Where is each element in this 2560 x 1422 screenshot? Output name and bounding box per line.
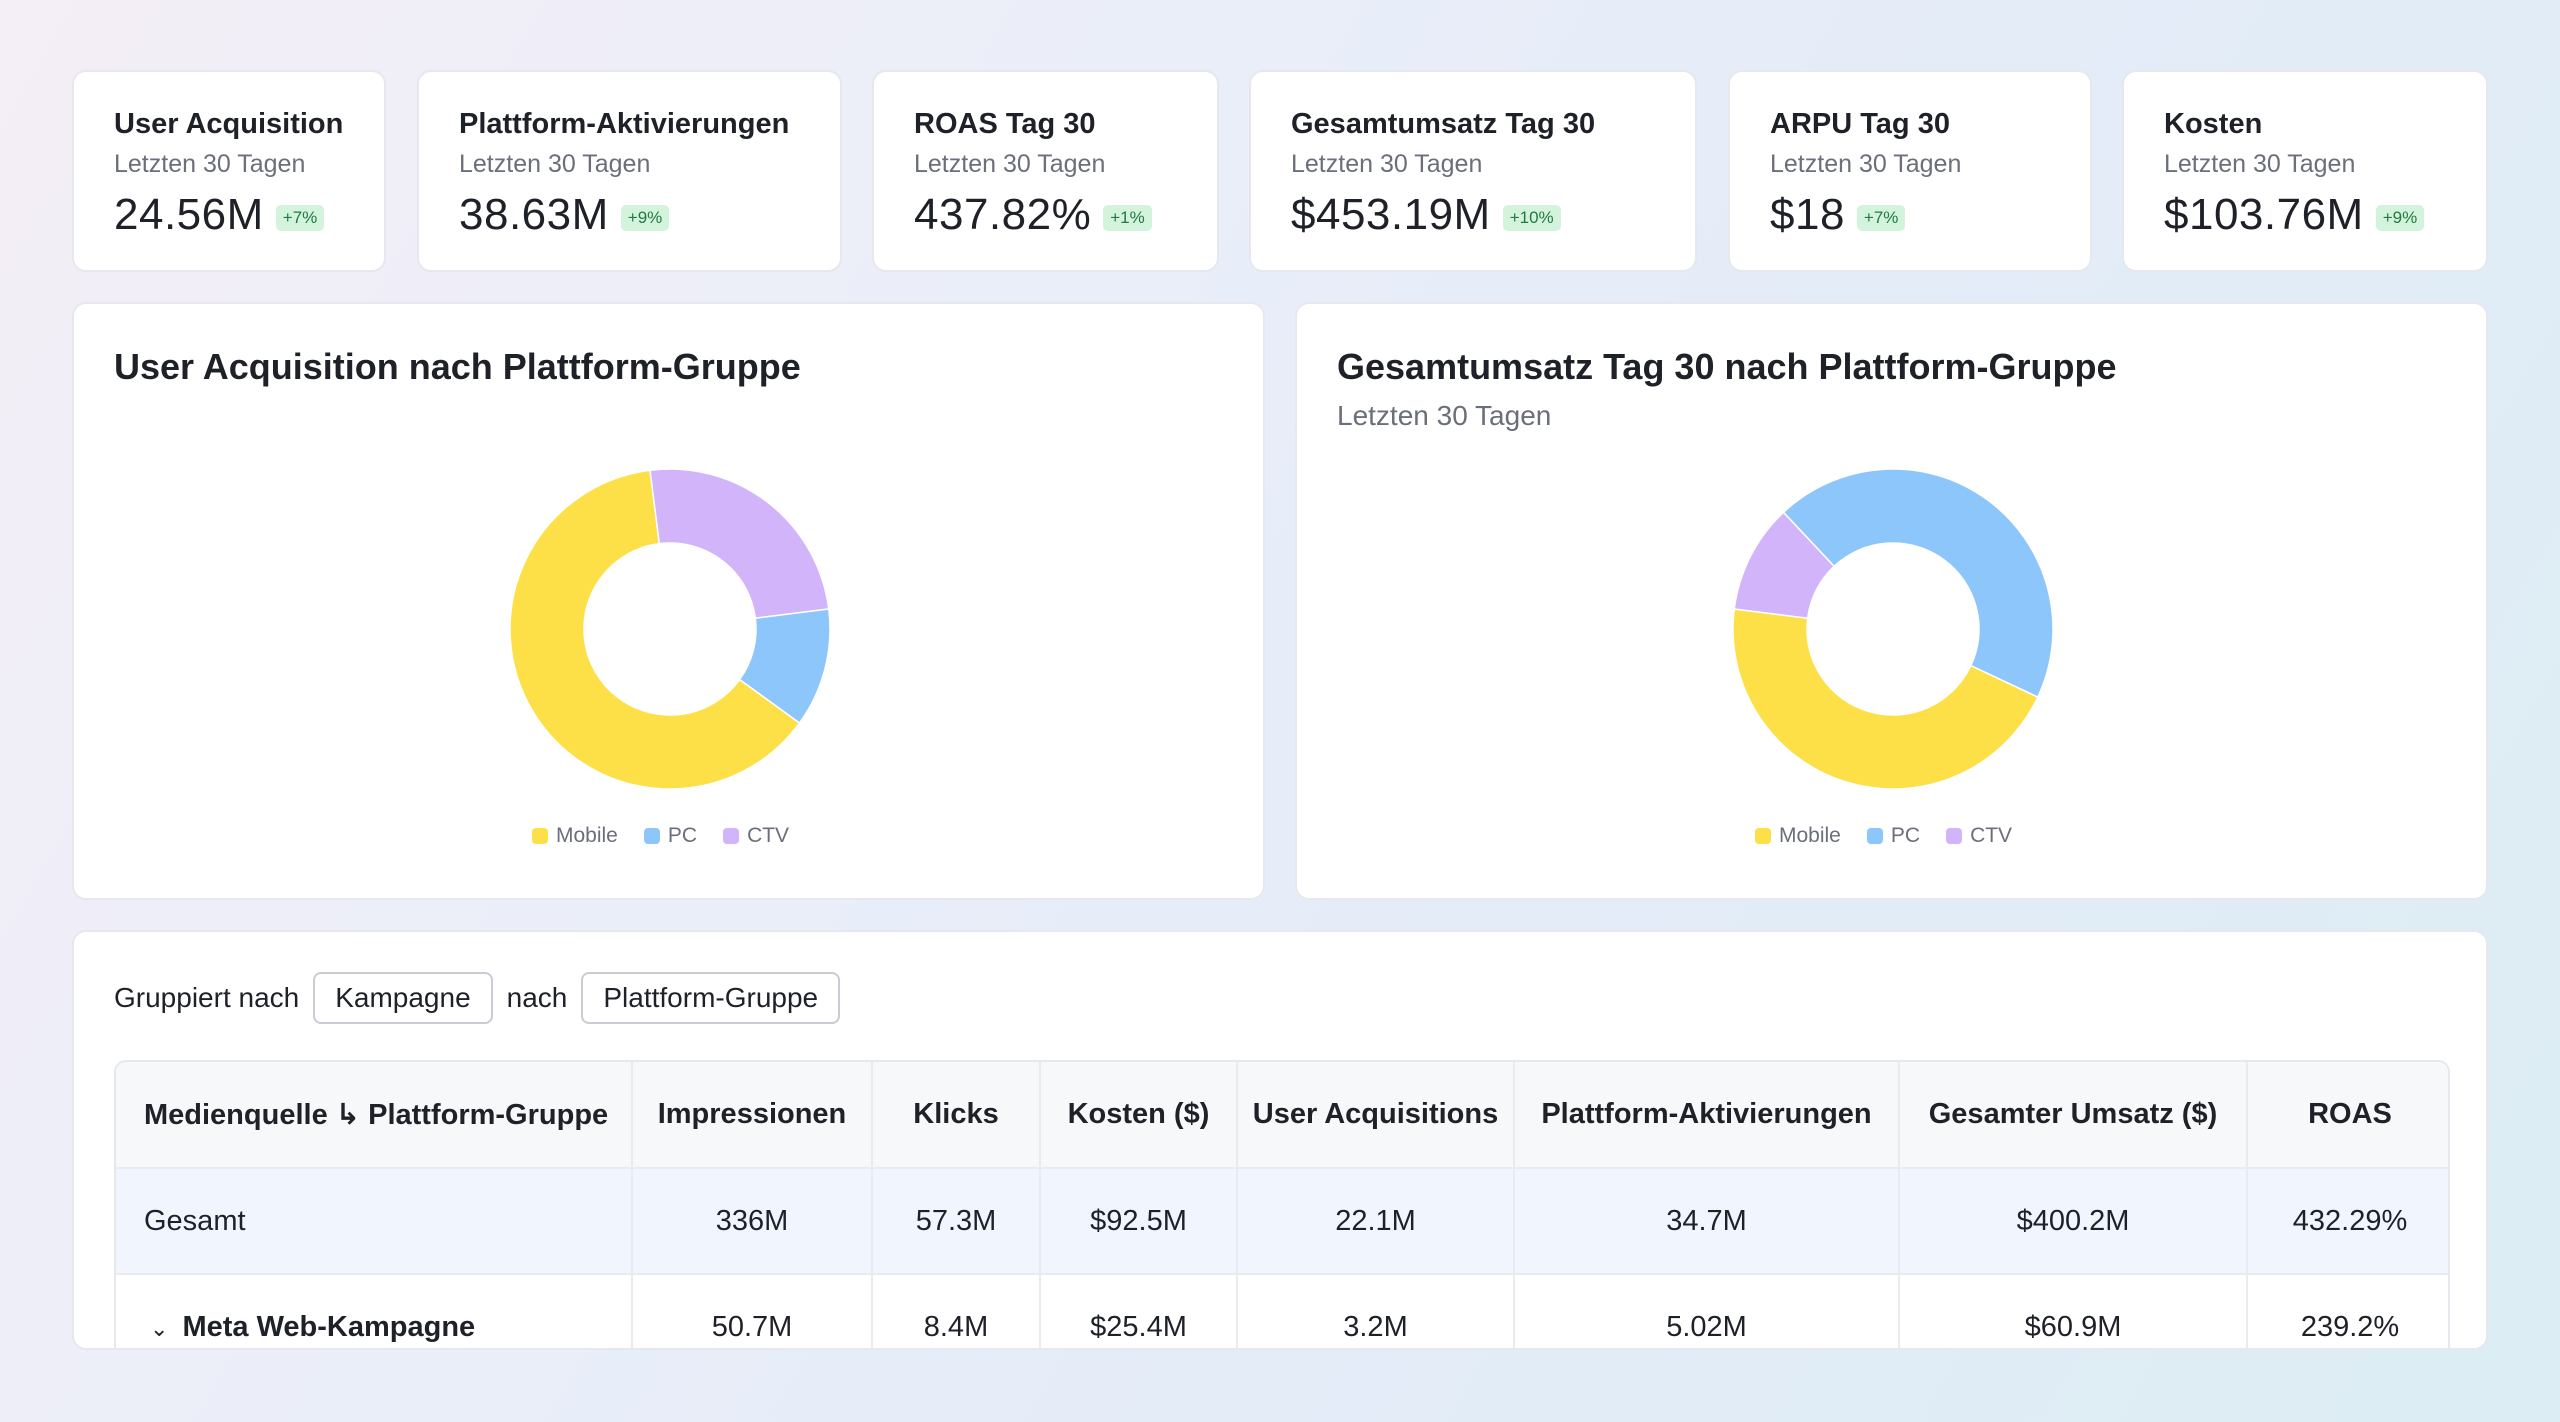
kpi-card-roas[interactable]: ROAS Tag 30 Letzten 30 Tagen 437.82% +1% [872, 70, 1219, 272]
legend-swatch [723, 828, 740, 844]
column-header-roas[interactable]: ROAS [2247, 1062, 2448, 1169]
column-header-media-source[interactable]: Medienquelle ↳ Plattform-Gruppe [116, 1062, 633, 1169]
kpi-value: 38.63M [459, 190, 609, 239]
chart-card-user-acquisition: User Acquisition nach Plattform-Gruppe M… [72, 302, 1265, 900]
kpi-value: $453.19M [1291, 190, 1491, 239]
table-cell-group: ⌄ Meta Web-Kampagne [116, 1274, 633, 1348]
table-card: Gruppiert nach Kampagne nach Plattform-G… [72, 930, 2488, 1350]
kpi-subtitle: Letzten 30 Tagen [1770, 150, 1962, 178]
table-cell: 336M [632, 1168, 873, 1275]
table-cell: 8.4M [872, 1274, 1041, 1348]
table-cell: 5.02M [1514, 1274, 1900, 1348]
group-by-secondary-chip[interactable]: Plattform-Gruppe [581, 972, 841, 1024]
kpi-value: $103.76M [2164, 190, 2364, 239]
legend-label: CTV [747, 824, 790, 847]
legend-label: PC [1890, 824, 1921, 847]
kpi-subtitle: Letzten 30 Tagen [1291, 150, 1483, 178]
kpi-title: Plattform-Aktivierungen [459, 108, 790, 140]
legend-swatch [1866, 828, 1883, 844]
chart-legend: Mobile PC CTV [1755, 824, 2012, 848]
legend-item-ctv[interactable]: CTV [1946, 824, 2012, 848]
table-cell: 239.2% [2300, 1311, 2400, 1343]
donut-slice-ctv[interactable] [1733, 511, 1836, 620]
table-cell: $92.5M [1040, 1168, 1238, 1275]
donut-slice-mobile[interactable] [1733, 608, 2039, 789]
table-cell: Gesamt [116, 1168, 633, 1275]
kpi-title: ARPU Tag 30 [1770, 108, 1950, 140]
kpi-title: Gesamtumsatz Tag 30 [1291, 108, 1596, 140]
table-cell: 57.3M [872, 1168, 1041, 1275]
kpi-value: 437.82% [914, 190, 1092, 239]
kpi-card-total-revenue[interactable]: Gesamtumsatz Tag 30 Letzten 30 Tagen $45… [1249, 70, 1697, 272]
legend-label: Mobile [556, 824, 618, 847]
grouping-controls: Gruppiert nach Kampagne nach Plattform-G… [114, 972, 854, 1024]
column-header-total-revenue[interactable]: Gesamter Umsatz ($) [1899, 1062, 2248, 1169]
column-header-clicks[interactable]: Klicks [872, 1062, 1041, 1169]
kpi-change-badge: +10% [1502, 205, 1561, 231]
group-row-label: Meta Web-Kampagne [182, 1311, 476, 1343]
kpi-card-user-acquisition[interactable]: User Acquisition Letzten 30 Tagen 24.56M… [72, 70, 386, 272]
table-cell: 22.1M [1237, 1168, 1515, 1275]
legend-swatch [532, 828, 548, 844]
table-cell: 3.2M [1237, 1274, 1515, 1348]
table-cell: 432.29% [2247, 1168, 2448, 1275]
kpi-value: $18 [1770, 190, 1845, 239]
table-cell: $400.2M [1899, 1168, 2248, 1275]
group-by-primary-chip[interactable]: Kampagne [313, 972, 493, 1024]
legend-swatch [1946, 828, 1963, 844]
kpi-subtitle: Letzten 30 Tagen [2164, 150, 2356, 178]
kpi-card-costs[interactable]: Kosten Letzten 30 Tagen $103.76M +9% [2122, 70, 2488, 272]
kpi-subtitle: Letzten 30 Tagen [914, 150, 1106, 178]
column-header-impressions[interactable]: Impressionen [632, 1062, 873, 1169]
column-header-costs[interactable]: Kosten ($) [1040, 1062, 1238, 1169]
donut-slice-ctv[interactable] [649, 469, 830, 620]
grouping-connector: nach [506, 982, 568, 1013]
chart-title: User Acquisition nach Plattform-Gruppe [114, 346, 801, 387]
legend-swatch [643, 828, 660, 844]
table-cell: 34.7M [1514, 1168, 1900, 1275]
table-cell: 50.7M [632, 1274, 873, 1348]
table-cell: $25.4M [1040, 1274, 1238, 1348]
legend-item-mobile[interactable]: Mobile [532, 824, 618, 848]
kpi-value: 24.56M [114, 190, 264, 239]
kpi-change-badge: +1% [1103, 205, 1152, 231]
kpi-card-platform-activations[interactable]: Plattform-Aktivierungen Letzten 30 Tagen… [417, 70, 842, 272]
legend-label: CTV [1970, 824, 2013, 847]
chart-legend: Mobile PC CTV [532, 824, 789, 848]
table-row[interactable]: ⌄ Meta Web-Kampagne 50.7M 8.4M $25.4M 3.2… [116, 1274, 2448, 1348]
donut-chart-user-acquisition[interactable] [510, 469, 830, 789]
chevron-down-icon[interactable]: ⌄ [150, 1316, 169, 1341]
kpi-title: User Acquisition [114, 108, 344, 140]
table-header-row: Medienquelle ↳ Plattform-Gruppe Impressi… [116, 1062, 2448, 1169]
kpi-subtitle: Letzten 30 Tagen [114, 150, 306, 178]
kpi-card-arpu[interactable]: ARPU Tag 30 Letzten 30 Tagen $18 +7% [1728, 70, 2092, 272]
chart-card-total-revenue: Gesamtumsatz Tag 30 nach Plattform-Grupp… [1295, 302, 2488, 900]
donut-chart-total-revenue[interactable] [1733, 469, 2053, 789]
table-cell: $60.9M [1899, 1274, 2248, 1348]
kpi-change-badge: +9% [620, 205, 670, 231]
grouping-label: Gruppiert nach [114, 982, 300, 1013]
donut-slice-mobile[interactable] [510, 469, 801, 789]
chart-title: Gesamtumsatz Tag 30 nach Plattform-Grupp… [1337, 346, 2117, 387]
legend-swatch [1755, 828, 1771, 844]
kpi-subtitle: Letzten 30 Tagen [459, 150, 651, 178]
legend-label: PC [667, 824, 698, 847]
chart-subtitle: Letzten 30 Tagen [1337, 400, 1552, 431]
legend-item-pc[interactable]: PC [643, 824, 698, 848]
legend-item-ctv[interactable]: CTV [723, 824, 789, 848]
kpi-change-badge: +9% [2375, 205, 2425, 231]
kpi-title: ROAS Tag 30 [914, 108, 1096, 140]
kpi-change-badge: +7% [275, 205, 325, 231]
legend-item-pc[interactable]: PC [1866, 824, 1921, 848]
column-header-platform-activations[interactable]: Plattform-Aktivierungen [1514, 1062, 1900, 1169]
data-table: Medienquelle ↳ Plattform-Gruppe Impressi… [114, 1060, 2450, 1348]
table-row-total: Gesamt 336M 57.3M $92.5M 22.1M 34.7M $40… [116, 1168, 2448, 1275]
kpi-change-badge: +7% [1856, 205, 1906, 231]
column-header-user-acquisitions[interactable]: User Acquisitions [1237, 1062, 1515, 1169]
kpi-title: Kosten [2164, 108, 2263, 140]
legend-item-mobile[interactable]: Mobile [1755, 824, 1841, 848]
donut-slice-pc[interactable] [1782, 469, 2053, 699]
legend-label: Mobile [1779, 824, 1841, 847]
